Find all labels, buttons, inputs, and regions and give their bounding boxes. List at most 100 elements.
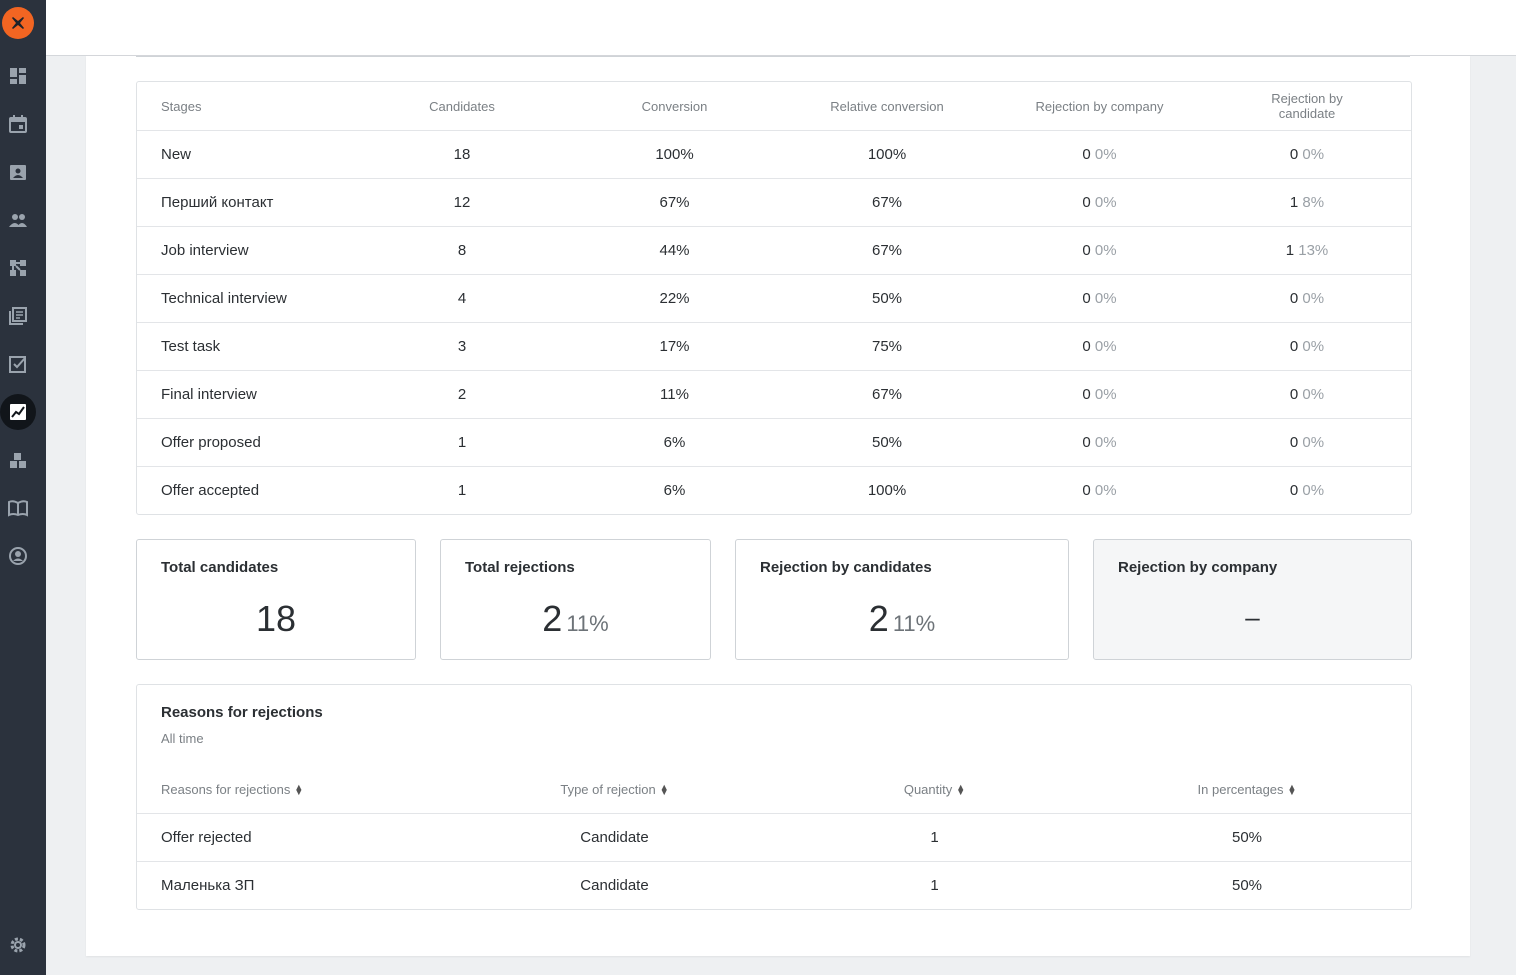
candidates-count: 4 [457, 290, 467, 307]
rejection-candidate-value: 0 0% [1289, 386, 1325, 403]
table-row: Final interview 2 11% 67% 0 0% 0 0% [137, 370, 1411, 418]
calendar-icon[interactable] [0, 106, 36, 142]
stage-name: Final interview [161, 386, 257, 403]
table-row: Offer accepted 1 6% 100% 0 0% 0 0% [137, 466, 1411, 514]
rejection-company-value: 0 0% [1082, 146, 1117, 163]
table-row: Offer rejected Candidate 1 50% [137, 813, 1411, 861]
conversion-value: 11% [660, 386, 689, 403]
rejection-percentage: 50% [1231, 877, 1263, 894]
table-row: Маленька ЗП Candidate 1 50% [137, 861, 1411, 909]
analytics-panel: Stages Candidates Conversion Relative co… [86, 56, 1470, 956]
conversion-value: 6% [663, 434, 686, 451]
card-value: 18 [255, 598, 297, 639]
col-header-rejection-company: Rejection by company [1035, 98, 1164, 114]
integrations-icon[interactable] [0, 442, 36, 478]
table-header-row: Reasons for rejections ▲ ▼ Type of rejecti… [137, 765, 1411, 813]
relative-conversion-value: 50% [871, 434, 903, 451]
rejection-company-value: 0 0% [1082, 290, 1117, 307]
card-value: 2 11% [868, 598, 936, 639]
card-title: Rejection by company [1118, 559, 1278, 576]
rejection-company-value: 0 0% [1082, 242, 1117, 259]
total-candidates-card: Total candidates 18 [136, 539, 416, 660]
relative-conversion-value: 100% [867, 482, 907, 499]
workflow-icon[interactable] [0, 250, 36, 286]
card-value: 2 11% [542, 598, 609, 639]
sort-icon: ▲ ▼ [1287, 782, 1297, 798]
rejection-candidate-value: 0 0% [1289, 482, 1325, 499]
people-icon[interactable] [0, 202, 36, 238]
card-title: Total candidates [161, 559, 279, 576]
rejection-quantity: 1 [930, 829, 939, 846]
candidates-count: 12 [453, 194, 471, 211]
rejection-candidate-value: 1 8% [1289, 194, 1325, 211]
dashboard-icon[interactable] [0, 58, 36, 94]
rejection-percentage: 50% [1231, 829, 1263, 846]
col-header-candidates: Candidates [429, 98, 495, 114]
logo-x-icon [12, 17, 24, 29]
table-row: Перший контакт 12 67% 67% 0 0% 1 8% [137, 178, 1411, 226]
conversion-value: 6% [663, 482, 686, 499]
relative-conversion-value: 67% [871, 386, 903, 403]
reason-name: Маленька ЗП [161, 877, 255, 894]
candidates-count: 3 [457, 338, 467, 355]
relative-conversion-value: 67% [871, 242, 903, 259]
relative-conversion-value: 100% [867, 146, 907, 163]
reason-name: Offer rejected [161, 829, 252, 846]
candidates-count: 8 [457, 242, 467, 259]
rejection-by-company-card: Rejection by company – [1093, 539, 1412, 660]
sort-icon: ▲ ▼ [294, 782, 304, 798]
conversion-value: 22% [659, 290, 690, 307]
contacts-icon[interactable] [0, 154, 36, 190]
settings-icon[interactable] [0, 927, 36, 963]
rejection-company-value: 0 0% [1082, 482, 1117, 499]
account-icon[interactable] [0, 538, 36, 574]
rejection-type: Candidate [580, 877, 649, 894]
rejection-candidate-value: 0 0% [1289, 146, 1325, 163]
period-label: All time [161, 731, 204, 746]
card-percent: 11% [566, 611, 609, 636]
card-percent: 11% [892, 611, 936, 636]
sort-header-quantity[interactable]: Quantity ▲ ▼ [903, 781, 966, 798]
stage-name: New [161, 146, 192, 163]
sort-header-reason[interactable]: Reasons for rejections ▲ ▼ [161, 781, 304, 798]
book-icon[interactable] [0, 490, 36, 526]
candidates-count: 1 [457, 434, 467, 451]
stage-name: Offer accepted [161, 482, 260, 499]
rejection-by-candidates-card: Rejection by candidates 2 11% [735, 539, 1069, 660]
divider [136, 56, 1410, 57]
total-rejections-card: Total rejections 2 11% [440, 539, 711, 660]
section-title: Reasons for rejections [161, 704, 323, 721]
rejection-candidate-value: 0 0% [1289, 338, 1325, 355]
table-row: Job interview 8 44% 67% 0 0% 1 13% [137, 226, 1411, 274]
sort-header-percentages[interactable]: In percentages ▲ ▼ [1197, 781, 1297, 798]
col-header-stages: Stages [161, 98, 202, 114]
table-row: Offer proposed 1 6% 50% 0 0% 0 0% [137, 418, 1411, 466]
sort-header-type[interactable]: Type of rejection ▲ ▼ [560, 781, 669, 798]
card-value: – [1245, 602, 1260, 632]
conversion-value: 17% [659, 338, 690, 355]
col-header-relative-conversion: Relative conversion [830, 98, 944, 114]
card-title: Rejection by candidates [760, 559, 932, 576]
rejection-candidate-value: 0 0% [1289, 290, 1325, 307]
col-header-rejection-candidate: Rejection by candidate [1271, 91, 1343, 121]
relative-conversion-value: 75% [871, 338, 903, 355]
rejection-candidate-value: 0 0% [1289, 434, 1325, 451]
tasks-icon[interactable] [0, 346, 36, 382]
stage-name: Test task [161, 338, 221, 355]
rejection-candidate-value: 1 13% [1285, 242, 1329, 259]
analytics-icon[interactable] [0, 394, 36, 430]
rejection-company-value: 0 0% [1082, 434, 1117, 451]
sidebar [0, 0, 46, 975]
app-logo[interactable] [2, 7, 34, 39]
candidates-count: 1 [457, 482, 467, 499]
rejection-company-value: 0 0% [1082, 338, 1117, 355]
rejection-company-value: 0 0% [1082, 194, 1117, 211]
table-header-row: Stages Candidates Conversion Relative co… [137, 82, 1411, 130]
reasons-table: Reasons for rejections ▲ ▼ Type of rejecti… [137, 765, 1411, 909]
stage-name: Offer proposed [161, 434, 261, 451]
library-icon[interactable] [0, 298, 36, 334]
top-bar [46, 0, 1516, 56]
reasons-for-rejections-section: Reasons for rejections All time Reasons … [136, 684, 1412, 910]
sort-icon: ▲ ▼ [659, 782, 669, 798]
stages-table: Stages Candidates Conversion Relative co… [136, 81, 1412, 515]
